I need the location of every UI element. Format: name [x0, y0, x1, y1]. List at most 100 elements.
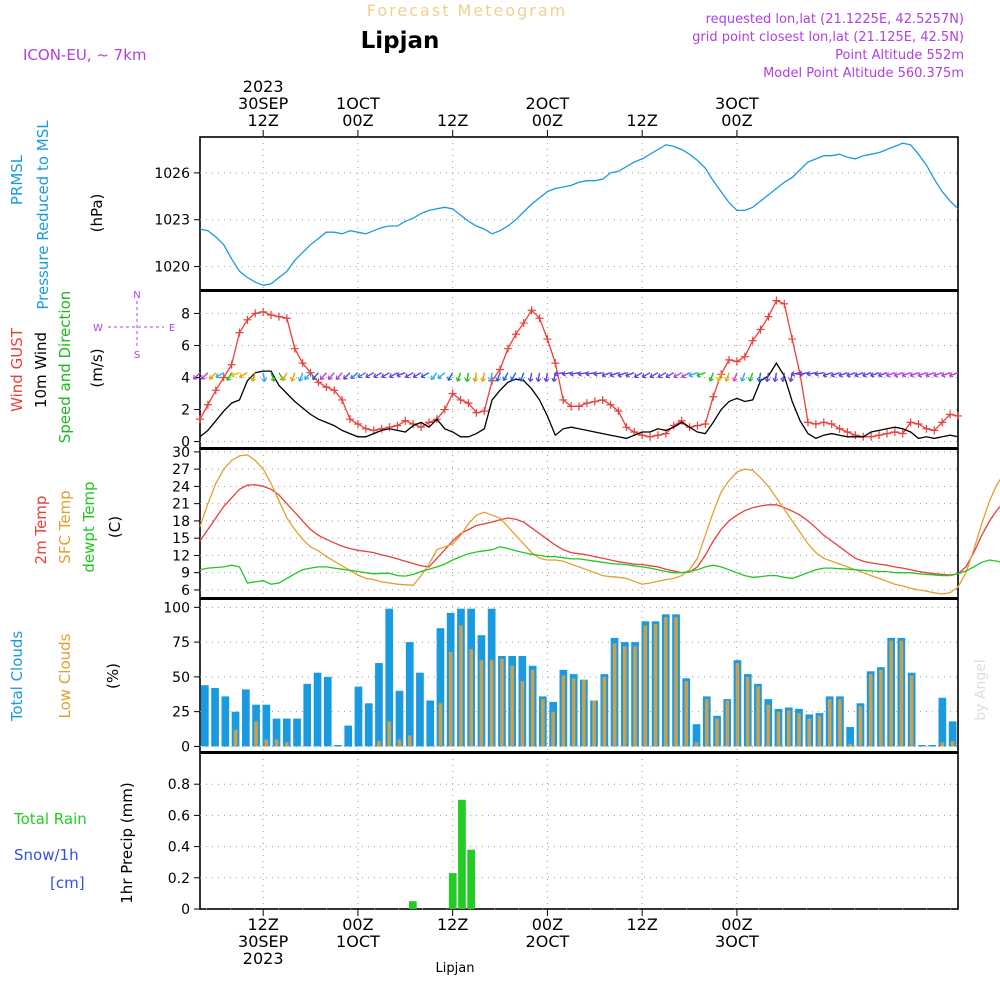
- total-rain-label: Total Rain: [13, 810, 87, 828]
- gust-marker: [748, 336, 757, 345]
- gust-marker: [582, 399, 591, 408]
- low-cloud-bar: [950, 740, 955, 747]
- ytick-label: 0: [181, 435, 190, 451]
- total-cloud-bar: [313, 672, 322, 747]
- wind-direction-arrowhead: [464, 377, 471, 383]
- ytick-label: 4: [181, 371, 190, 387]
- gust-marker: [598, 395, 607, 404]
- wind-direction-arrowhead: [502, 376, 508, 382]
- wind-direction-arrow: [298, 372, 304, 382]
- wind-direction-arrowhead: [569, 370, 574, 377]
- low-cloud-bar: [541, 699, 545, 747]
- gust-marker: [377, 424, 386, 433]
- wind-direction-arrowhead: [304, 375, 309, 381]
- total-cloud-bar: [221, 696, 230, 747]
- wind-direction-arrow: [901, 372, 911, 377]
- low-cloud-bar: [858, 706, 863, 747]
- ytick-label: 1023: [154, 213, 190, 229]
- wind-direction-arrow: [725, 372, 730, 382]
- low-clouds-label: Low Clouds: [56, 633, 74, 718]
- gust-marker: [740, 352, 749, 361]
- wind-direction-arrowhead: [633, 373, 639, 379]
- wind-direction-arrow: [208, 372, 217, 380]
- low-cloud-bar: [643, 625, 648, 747]
- wind-direction-arrowhead: [535, 377, 542, 383]
- wind-direction-arrowhead: [790, 370, 796, 377]
- wind-direction-arrow: [343, 372, 351, 380]
- gust-marker: [882, 429, 891, 438]
- wind-direction-arrow: [925, 372, 935, 377]
- low-cloud-bar: [899, 640, 904, 747]
- top-time-label: 00Z: [532, 111, 563, 130]
- wind-direction-arrowhead: [215, 373, 220, 379]
- gust-marker: [330, 386, 339, 395]
- low-cloud-bar: [807, 718, 811, 747]
- low-cloud-bar: [909, 675, 914, 747]
- wind-direction-arrow: [381, 372, 390, 378]
- wind-direction-arrow: [466, 372, 470, 382]
- wind-direction-arrow: [641, 372, 651, 378]
- wind-direction-arrow: [609, 372, 619, 377]
- wind-direction-arrow: [405, 372, 414, 378]
- wind-direction-arrowhead: [830, 372, 836, 378]
- ytick-label: 27: [172, 462, 190, 478]
- wind-direction-arrow: [420, 372, 430, 378]
- wind-direction-arrow: [304, 372, 312, 381]
- model-label: ICON-EU, ~ 7km: [23, 46, 147, 64]
- temp-2m-label: 2m Temp: [32, 496, 50, 565]
- low-cloud-bar: [879, 669, 883, 747]
- wind-direction-arrow: [474, 372, 478, 382]
- wind-direction-arrow: [862, 372, 872, 377]
- wind-direction-arrowhead: [396, 372, 401, 378]
- wind-direction-arrowhead: [732, 377, 738, 382]
- low-cloud-bar: [561, 675, 566, 747]
- wind-direction-arrowhead: [609, 372, 614, 378]
- wind-direction-arrow: [830, 372, 840, 377]
- gust-marker: [803, 418, 812, 427]
- gust-marker: [677, 416, 686, 425]
- wind-direction-arrow: [601, 372, 611, 377]
- low-cloud-bar: [725, 700, 730, 747]
- wind-direction-arrow: [357, 372, 367, 378]
- wind-direction-arrowhead: [649, 373, 655, 379]
- bottom-time-label: 3OCT: [715, 932, 759, 951]
- low-cloud-bar: [664, 617, 668, 747]
- wind-direction-arrowhead: [747, 377, 754, 382]
- wind-direction-arrowhead: [625, 372, 630, 378]
- bottom-time-label: 00Z: [532, 915, 563, 934]
- wind-direction-arrow: [878, 372, 888, 377]
- gust-marker: [480, 407, 489, 416]
- gust-marker: [843, 427, 852, 436]
- gust-marker: [211, 386, 220, 395]
- gust-marker: [290, 344, 299, 353]
- total-cloud-bar: [272, 718, 281, 747]
- low-cloud-bar: [653, 624, 658, 747]
- wind-direction-arrow: [481, 372, 485, 382]
- wind-direction-arrowhead: [472, 377, 479, 383]
- wind-direction-arrowhead: [208, 375, 214, 380]
- wind-direction-arrow: [917, 372, 927, 377]
- wind-direction-arrowhead: [412, 373, 418, 379]
- wind-direction-arrowhead: [230, 372, 235, 378]
- wind-direction-arrowhead: [343, 375, 348, 380]
- gust-marker: [551, 359, 560, 368]
- gust-marker: [227, 360, 236, 369]
- wind-direction-arrow: [201, 372, 209, 380]
- wind-direction-arrowhead: [551, 377, 558, 383]
- temp-sfc-label: SFC Temp: [56, 490, 74, 563]
- wind-direction-arrowhead: [862, 372, 867, 378]
- total-cloud-bar: [918, 745, 926, 747]
- wind-direction-arrowhead: [601, 372, 607, 378]
- wind-direction-arrow: [537, 372, 541, 382]
- wind-direction-arrowhead: [319, 375, 325, 381]
- wind-direction-arrow: [893, 372, 903, 377]
- top-time-label: 1OCT: [336, 94, 380, 113]
- wind-direction-arrow: [791, 372, 801, 375]
- ytick-label: 50: [172, 670, 190, 686]
- wind-direction-arrowhead: [327, 375, 333, 381]
- low-cloud-bar: [489, 660, 494, 747]
- total-cloud-bar: [426, 700, 435, 747]
- wind-direction-arrow: [822, 372, 832, 377]
- total-cloud-bar: [364, 703, 373, 747]
- wind-direction-arrowhead: [593, 370, 598, 377]
